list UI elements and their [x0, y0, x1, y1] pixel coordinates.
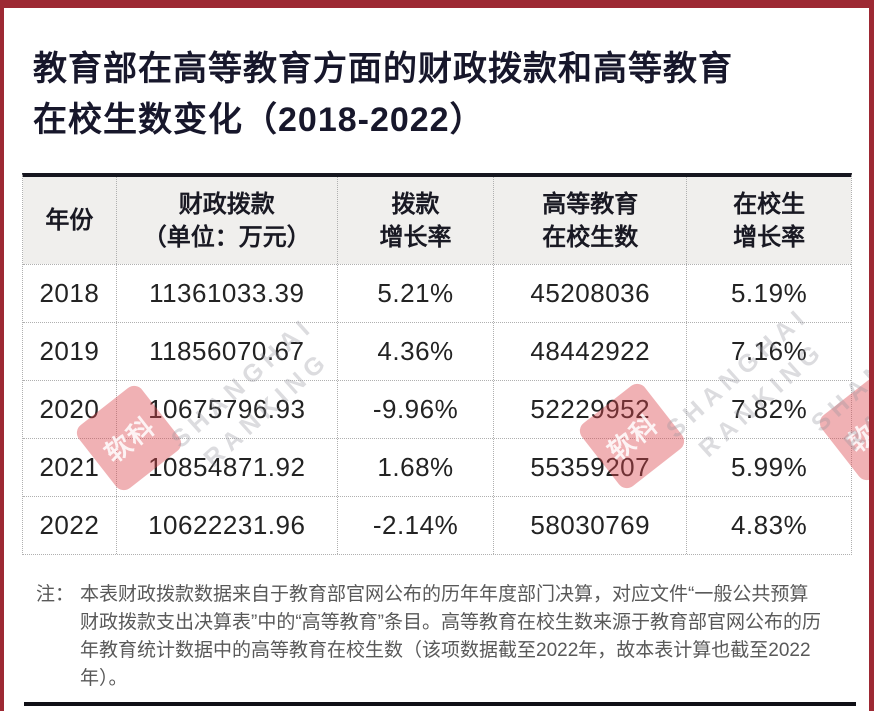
footnote-text: 本表财政拨款数据来自于教育部官网公布的历年年度部门决算，对应文件“一般公共预算财…	[80, 584, 821, 689]
table-row-2020: 2020 10675796.93 -9.96% 52229952 7.82%	[23, 380, 851, 438]
cell-students: 45208036	[493, 265, 686, 322]
cell-students-growth: 5.19%	[686, 265, 851, 322]
cell-students-growth: 4.83%	[686, 497, 851, 554]
cell-students: 48442922	[493, 323, 686, 380]
footnote: 注： 本表财政拨款数据来自于教育部官网公布的历年年度部门决算，对应文件“一般公共…	[36, 581, 836, 693]
cell-students-growth: 7.16%	[686, 323, 851, 380]
cell-appropriation: 10675796.93	[115, 381, 337, 438]
cell-appropriation: 10622231.96	[115, 497, 337, 554]
footnote-prefix: 注：	[36, 584, 75, 605]
cell-students: 52229952	[493, 381, 686, 438]
cell-year: 2018	[39, 278, 100, 308]
cell-year: 2022	[39, 510, 100, 540]
table-row-2022: 2022 10622231.96 -2.14% 58030769 4.83%	[23, 496, 851, 554]
cell-students: 55359207	[493, 439, 686, 496]
cell-appropriation-growth: 5.21%	[336, 265, 493, 322]
cell-appropriation-growth: 4.36%	[336, 323, 493, 380]
header-year: 年份	[45, 207, 94, 234]
table-row-2018: 2018 11361033.39 5.21% 45208036 5.19%	[23, 264, 851, 322]
cell-appropriation: 11856070.67	[115, 323, 337, 380]
page-title: 教育部在高等教育方面的财政拨款和高等教育 在校生数变化（2018-2022）	[33, 44, 849, 146]
cell-appropriation-growth: -2.14%	[336, 497, 493, 554]
bottom-divider	[24, 702, 856, 706]
cell-students: 58030769	[493, 497, 686, 554]
cell-appropriation: 11361033.39	[115, 265, 337, 322]
cell-year: 2021	[39, 452, 100, 482]
cell-students-growth: 5.99%	[686, 439, 851, 496]
table-header-row: 年份 财政拨款 （单位：万元） 拨款 增长率 高等教育 在校生数 在校生 增长率	[23, 177, 851, 264]
header-students: 高等教育 在校生数	[493, 177, 686, 264]
header-appropriation-growth: 拨款 增长率	[336, 177, 493, 264]
table-row-2019: 2019 11856070.67 4.36% 48442922 7.16%	[23, 322, 851, 380]
cell-appropriation-growth: -9.96%	[336, 381, 493, 438]
cell-year: 2019	[39, 336, 100, 366]
header-students-growth: 在校生 增长率	[686, 177, 851, 264]
cell-students-growth: 7.82%	[686, 381, 851, 438]
header-appropriation: 财政拨款 （单位：万元）	[115, 177, 337, 264]
table-row-2021: 2021 10854871.92 1.68% 55359207 5.99%	[23, 438, 851, 496]
cell-year: 2020	[39, 394, 100, 424]
cell-appropriation: 10854871.92	[115, 439, 337, 496]
page-title-line1: 教育部在高等教育方面的财政拨款和高等教育	[33, 50, 733, 88]
cell-appropriation-growth: 1.68%	[336, 439, 493, 496]
data-table: 年份 财政拨款 （单位：万元） 拨款 增长率 高等教育 在校生数 在校生 增长率 201…	[22, 173, 852, 555]
page-title-line2: 在校生数变化（2018-2022）	[33, 101, 485, 139]
